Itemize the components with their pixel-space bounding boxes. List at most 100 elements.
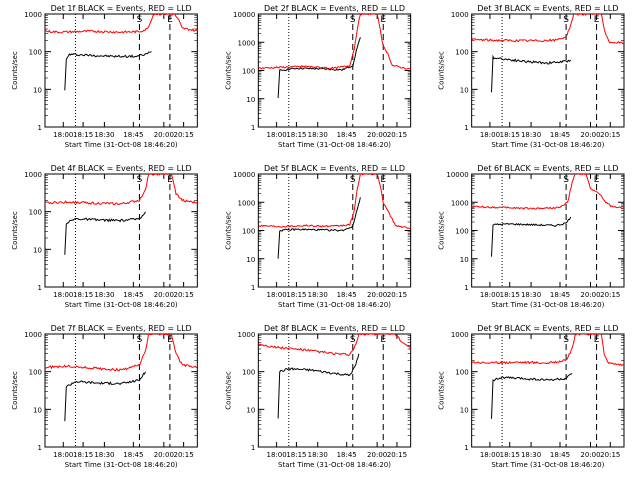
events-series-line [277,37,361,99]
y-axis-label: Counts/sec [224,211,232,250]
x-tick-label: 18:15 [500,291,520,299]
lld-series-line [258,174,411,230]
y-tick-label: 1 [38,444,42,452]
plot-frame [471,173,625,288]
x-tick-label: 18:15 [73,291,93,299]
y-axis-label: Counts/sec [224,51,232,90]
x-tick-label: 18:45 [123,291,143,299]
y-tick-label: 100 [242,68,255,76]
x-tick-label: 18:00 [480,291,500,299]
x-tick-label: 20:00 [154,291,174,299]
y-tick-label: 100 [29,49,42,57]
x-tick-label: 18:30 [308,131,328,139]
x-tick-label: 18:30 [521,291,541,299]
end-marker-label: E [167,335,173,345]
x-tick-label: 18:15 [73,131,93,139]
x-tick-label: 18:30 [94,291,114,299]
x-tick-label: 20:15 [174,131,194,139]
x-tick-label: 18:00 [53,291,73,299]
x-axis-label: Start Time (31-Oct-08 18:46:20) [278,461,391,469]
plot-frame [471,333,625,448]
y-tick-label: 1000 [24,331,42,339]
y-axis-label: Counts/sec [438,371,446,410]
x-tick-label: 18:15 [286,451,306,459]
y-tick-label: 1000 [24,171,42,179]
x-tick-label: 18:45 [123,451,143,459]
y-tick-label: 100 [242,228,255,236]
chart-panel-7: Det 7f BLACK = Events, RED = LLD 1 10 100 10… [11,324,198,469]
x-tick-label: 18:15 [286,291,306,299]
x-axis-label: Start Time (31-Oct-08 18:46:20) [491,461,604,469]
events-series-line [277,353,360,419]
x-tick-label: 18:45 [337,291,357,299]
chart-panel-9: Det 9f BLACK = Events, RED = LLD 1 10 100 10… [438,324,625,469]
x-tick-label: 18:45 [337,131,357,139]
y-tick-label: 1000 [451,331,469,339]
x-tick-label: 20:00 [367,451,387,459]
y-tick-label: 1000 [451,11,469,19]
x-axis-label: Start Time (31-Oct-08 18:46:20) [491,141,604,149]
events-series-line [64,211,146,255]
y-tick-label: 1000 [24,11,42,19]
y-tick-label: 10000 [233,171,255,179]
lld-series-line [471,174,624,210]
chart-title: Det 4f BLACK = Events, RED = LLD [51,164,192,173]
end-marker-label: E [380,335,386,345]
lld-series-line [45,14,198,34]
events-series-line [491,372,573,419]
y-tick-label: 1 [38,284,42,292]
chart-panel-8: Det 8f BLACK = Events, RED = LLD 1 10 100 10… [224,324,412,469]
y-axis-label: Counts/sec [11,51,19,90]
y-axis-label: Counts/sec [438,51,446,90]
y-tick-label: 100 [455,369,468,377]
y-tick-label: 1000 [451,199,469,207]
end-marker-label: E [594,175,600,185]
x-axis-label: Start Time (31-Oct-08 18:46:20) [278,141,391,149]
end-marker-label: E [380,15,386,25]
lld-series-line [45,334,198,372]
chart-panel-5: Det 5f BLACK = Events, RED = LLD 1 10 100 10… [224,164,412,309]
chart-title: Det 6f BLACK = Events, RED = LLD [477,164,618,173]
events-series-line [64,51,152,91]
lld-series-line [471,334,624,367]
x-tick-label: 20:00 [367,291,387,299]
plot-frame [44,333,198,448]
x-tick-label: 18:30 [94,451,114,459]
x-tick-label: 18:00 [480,451,500,459]
end-marker-label: E [167,15,173,25]
x-tick-label: 18:30 [521,451,541,459]
x-tick-label: 18:15 [73,451,93,459]
x-tick-label: 18:00 [267,131,287,139]
x-tick-label: 20:00 [154,131,174,139]
chart-title: Det 1f BLACK = Events, RED = LLD [51,4,192,13]
y-axis-label: Counts/sec [11,371,19,410]
x-tick-label: 18:30 [94,131,114,139]
y-tick-label: 10 [246,256,255,264]
y-tick-label: 10000 [446,171,468,179]
start-marker-label: S [137,335,143,345]
chart-title: Det 2f BLACK = Events, RED = LLD [264,4,405,13]
events-series-line [277,197,361,259]
start-marker-label: S [350,335,356,345]
y-tick-label: 10 [246,96,255,104]
y-tick-label: 10 [33,86,42,94]
y-tick-label: 10 [33,246,42,254]
y-tick-label: 1000 [238,199,256,207]
y-tick-label: 10 [460,406,469,414]
y-axis-label: Counts/sec [438,211,446,250]
y-axis-label: Counts/sec [224,371,232,410]
x-tick-label: 20:00 [580,131,600,139]
y-tick-label: 10 [246,406,255,414]
chart-title: Det 3f BLACK = Events, RED = LLD [477,4,618,13]
events-series-line [491,54,572,93]
lld-series-line [471,14,624,45]
x-tick-label: 20:15 [387,451,407,459]
end-marker-label: E [594,15,600,25]
chart-title: Det 5f BLACK = Events, RED = LLD [264,164,405,173]
x-tick-label: 20:00 [367,131,387,139]
x-tick-label: 20:00 [580,451,600,459]
x-tick-label: 20:15 [600,131,620,139]
y-tick-label: 100 [455,49,468,57]
end-marker-label: E [167,175,173,185]
y-tick-label: 1 [464,284,468,292]
